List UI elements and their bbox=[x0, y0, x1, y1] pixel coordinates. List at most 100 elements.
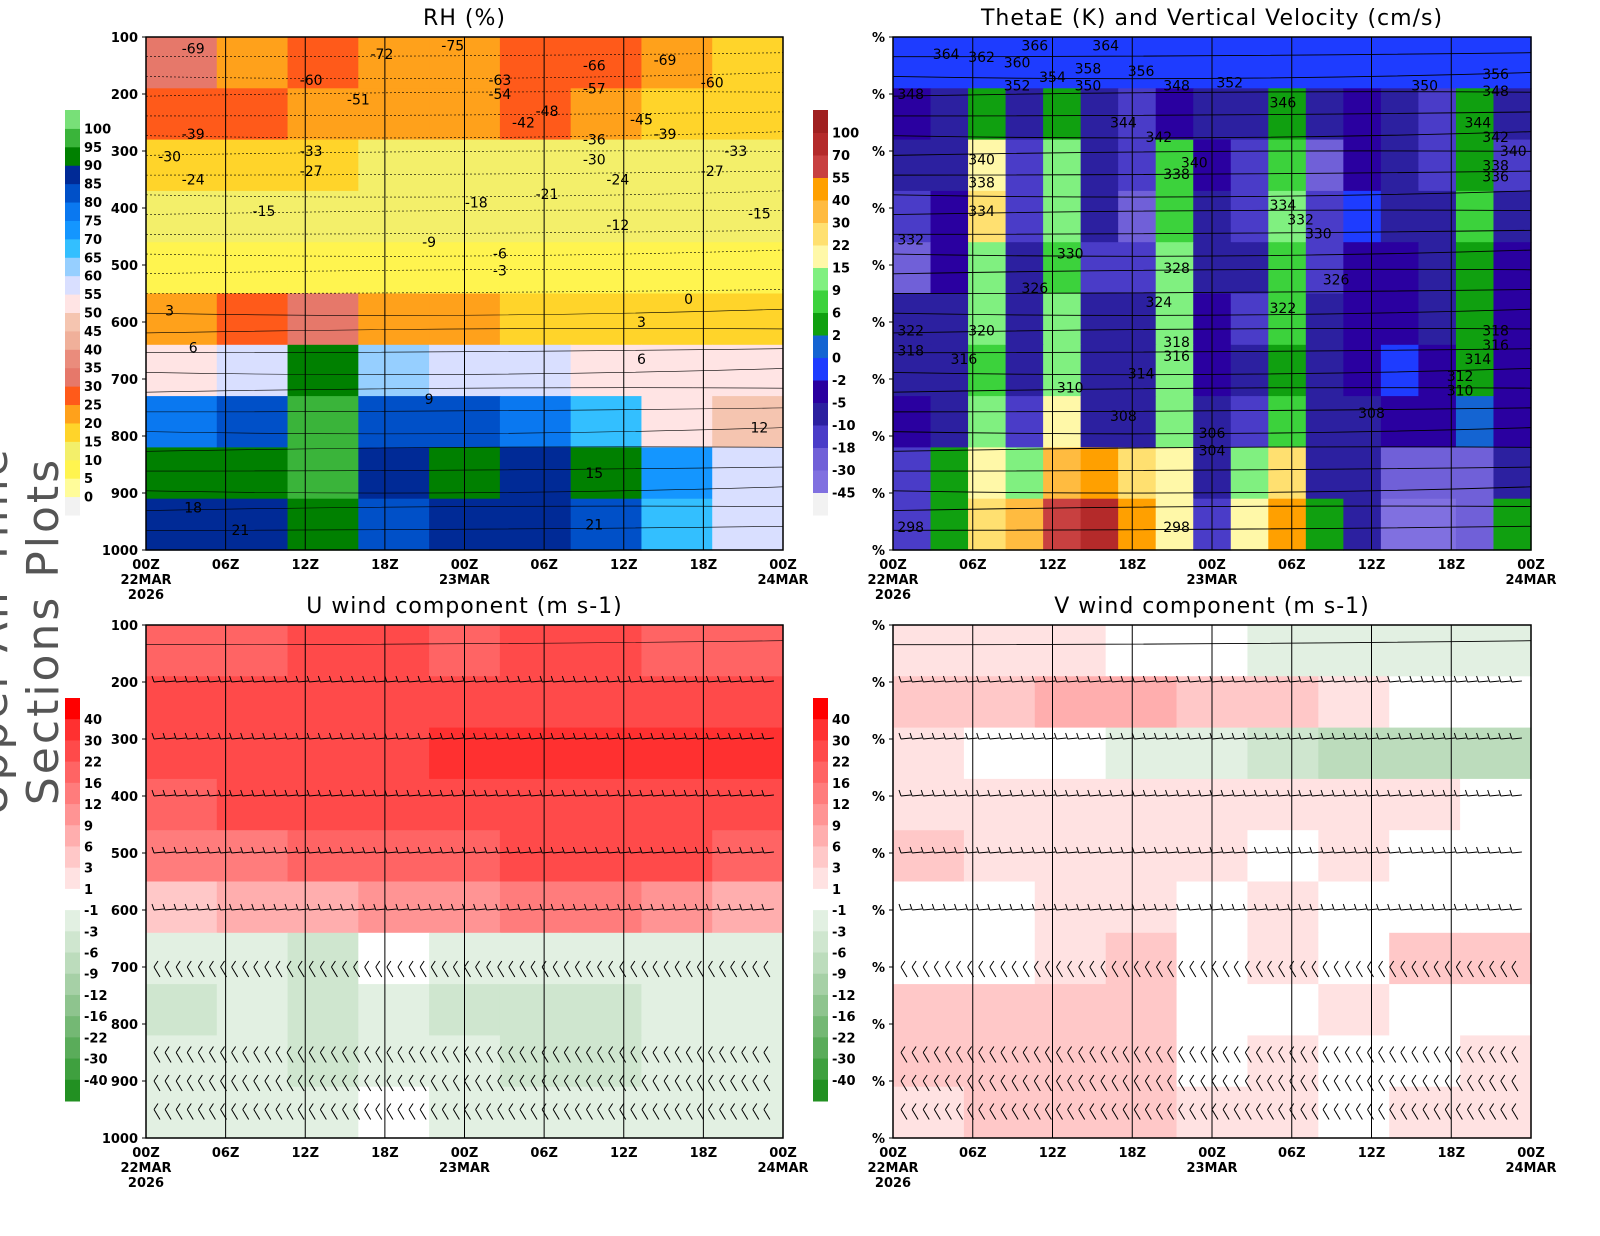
heatmap-cell bbox=[1247, 676, 1319, 729]
wind-barb bbox=[954, 789, 967, 797]
wind-barb bbox=[1509, 732, 1522, 740]
contour-label: -39 bbox=[654, 127, 677, 143]
wind-barb bbox=[1200, 960, 1208, 978]
wind-barb bbox=[672, 903, 686, 911]
heatmap-cell bbox=[499, 396, 572, 448]
heatmap-cell bbox=[1418, 139, 1457, 192]
wind-barb bbox=[297, 1046, 305, 1063]
wind-barb bbox=[954, 846, 967, 854]
heatmap-cell bbox=[146, 1086, 218, 1139]
colorbar-swatch bbox=[813, 155, 828, 178]
wind-barb bbox=[1165, 732, 1178, 740]
wind-barb bbox=[1242, 789, 1256, 797]
wind-barb bbox=[1387, 846, 1400, 854]
wind-barb bbox=[430, 960, 438, 978]
contour-label: -54 bbox=[488, 87, 511, 103]
wind-barb bbox=[933, 1046, 941, 1063]
wind-barb bbox=[685, 1074, 693, 1092]
wind-barb bbox=[1322, 1103, 1330, 1120]
wind-barb bbox=[1187, 903, 1200, 911]
wind-barb bbox=[606, 846, 619, 854]
heatmap-cell bbox=[146, 242, 218, 295]
heatmap-cell bbox=[1268, 242, 1307, 295]
heatmap-cell bbox=[930, 396, 969, 448]
wind-barb bbox=[1244, 1103, 1252, 1120]
wind-barb bbox=[898, 903, 912, 911]
heatmap-cell bbox=[570, 881, 643, 934]
y-tick-label: % bbox=[872, 430, 885, 445]
heatmap-cell bbox=[1155, 190, 1194, 243]
wind-barb bbox=[965, 789, 978, 797]
wind-barb bbox=[572, 846, 586, 854]
wind-barb bbox=[218, 732, 231, 740]
wind-barb bbox=[608, 960, 616, 978]
wind-barb bbox=[395, 732, 409, 740]
wind-barb bbox=[184, 846, 198, 854]
wind-barb bbox=[229, 903, 242, 911]
heatmap-cell bbox=[641, 932, 713, 985]
wind-barb bbox=[473, 789, 486, 797]
wind-barb bbox=[441, 1074, 449, 1092]
heatmap-cell bbox=[499, 498, 572, 551]
wind-barb bbox=[351, 675, 364, 683]
contour-line bbox=[145, 268, 784, 275]
wind-barb bbox=[1355, 1103, 1363, 1120]
wind-barb bbox=[1033, 1074, 1041, 1092]
wind-barb bbox=[1289, 1074, 1297, 1092]
wind-barb bbox=[933, 1074, 941, 1092]
colorbar-swatch bbox=[65, 782, 80, 805]
heatmap-cell bbox=[1105, 727, 1178, 780]
wind-barb bbox=[730, 1074, 738, 1092]
heatmap-cell bbox=[641, 984, 713, 1036]
heatmap-cell bbox=[1389, 778, 1461, 831]
wind-barb bbox=[987, 732, 1000, 740]
wind-barb bbox=[317, 903, 331, 911]
wind-barb bbox=[430, 1103, 438, 1120]
heatmap-cell bbox=[1380, 190, 1420, 243]
heatmap-cell bbox=[1105, 881, 1178, 934]
contour-label: 308 bbox=[1110, 409, 1137, 425]
wind-barb bbox=[1122, 1074, 1130, 1092]
wind-barb bbox=[750, 675, 763, 683]
wind-barb bbox=[1111, 1074, 1119, 1092]
contour-label: 348 bbox=[1163, 78, 1190, 94]
wind-barb bbox=[164, 1046, 172, 1063]
wind-barb bbox=[242, 1046, 250, 1063]
heatmap-cell bbox=[1034, 778, 1107, 831]
wind-barb bbox=[1054, 846, 1067, 854]
contour-line bbox=[145, 72, 784, 80]
wind-barb bbox=[708, 1103, 715, 1120]
wind-barb bbox=[1156, 1074, 1163, 1092]
wind-barb bbox=[728, 732, 741, 740]
wind-barb bbox=[1120, 732, 1134, 740]
wind-barb bbox=[240, 846, 253, 854]
wind-barb bbox=[273, 903, 287, 911]
wind-barb bbox=[184, 789, 198, 797]
contour-label: 9 bbox=[425, 392, 434, 408]
wind-barb bbox=[229, 846, 242, 854]
plot-frame bbox=[892, 36, 1532, 551]
heatmap-cell bbox=[146, 830, 218, 883]
wind-barb bbox=[650, 846, 664, 854]
heatmap-cell bbox=[930, 37, 969, 89]
wind-barb bbox=[661, 732, 675, 740]
heatmap-cell bbox=[930, 293, 969, 346]
wind-barb bbox=[295, 675, 309, 683]
colorbar-label: -6 bbox=[832, 947, 846, 962]
wind-barb bbox=[1222, 960, 1230, 978]
wind-barb bbox=[430, 1074, 438, 1092]
wind-barb bbox=[1420, 675, 1434, 683]
wind-barb bbox=[595, 846, 608, 854]
y-tick-label: 700 bbox=[111, 961, 138, 976]
wind-barb bbox=[1231, 846, 1245, 854]
wind-barb bbox=[1478, 1046, 1485, 1063]
x-tick-label: 12Z bbox=[610, 1146, 638, 1161]
colorbar-label: 9 bbox=[84, 819, 93, 834]
wind-barb bbox=[175, 1103, 183, 1120]
x-tick-label: 00Z bbox=[132, 558, 160, 573]
heatmap-cell bbox=[1080, 293, 1119, 346]
contour-line bbox=[145, 111, 784, 117]
contour-label: -9 bbox=[422, 235, 436, 251]
wind-barb bbox=[1489, 960, 1497, 978]
colorbar-label: 90 bbox=[84, 159, 102, 174]
